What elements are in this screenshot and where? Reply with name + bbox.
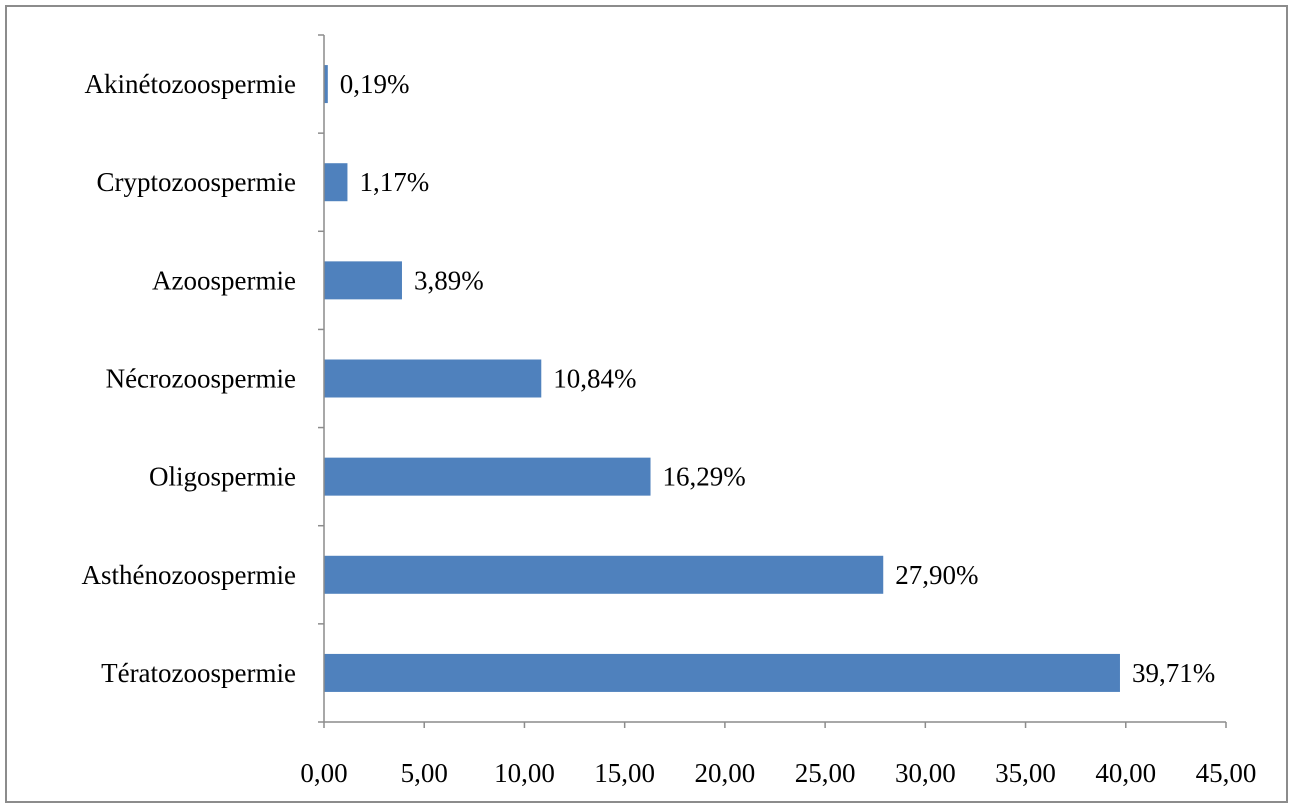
- bar: [324, 555, 884, 594]
- x-tick-label: 10,00: [494, 758, 555, 788]
- category-label: Asthénozoospermie: [82, 560, 296, 590]
- labels-group: 0,00 5,00 10,00 15,00 20,00 25,00 30,00 35,00 40…: [82, 69, 1257, 788]
- data-label: 3,89%: [414, 265, 484, 295]
- x-tick-label: 45,00: [1196, 758, 1257, 788]
- bar: [324, 65, 328, 104]
- bar: [324, 261, 402, 300]
- x-tick-label: 30,00: [895, 758, 956, 788]
- data-label: 10,84%: [553, 364, 636, 394]
- x-tick-label: 5,00: [401, 758, 448, 788]
- data-label: 0,19%: [340, 69, 410, 99]
- bar: [324, 653, 1120, 692]
- x-tick-label: 40,00: [1095, 758, 1156, 788]
- category-label: Azoospermie: [152, 265, 296, 295]
- data-label: 16,29%: [663, 462, 746, 492]
- category-label: Tératozoospermie: [101, 658, 296, 688]
- category-label: Cryptozoospermie: [97, 167, 296, 197]
- bars-group: [324, 65, 1120, 692]
- x-tick-label: 25,00: [795, 758, 856, 788]
- data-label: 39,71%: [1132, 658, 1215, 688]
- category-label: Oligospermie: [149, 462, 296, 492]
- x-tick-label: 0,00: [300, 758, 347, 788]
- x-tick-label: 20,00: [695, 758, 756, 788]
- category-label: Akinétozoospermie: [85, 69, 296, 99]
- bar: [324, 359, 542, 398]
- data-label: 1,17%: [359, 167, 429, 197]
- bar: [324, 163, 348, 202]
- data-label: 27,90%: [895, 560, 978, 590]
- x-tick-label: 35,00: [995, 758, 1056, 788]
- x-tick-label: 15,00: [594, 758, 655, 788]
- axes-group: [318, 34, 1227, 728]
- category-label: Nécrozoospermie: [106, 364, 296, 394]
- bar: [324, 457, 651, 496]
